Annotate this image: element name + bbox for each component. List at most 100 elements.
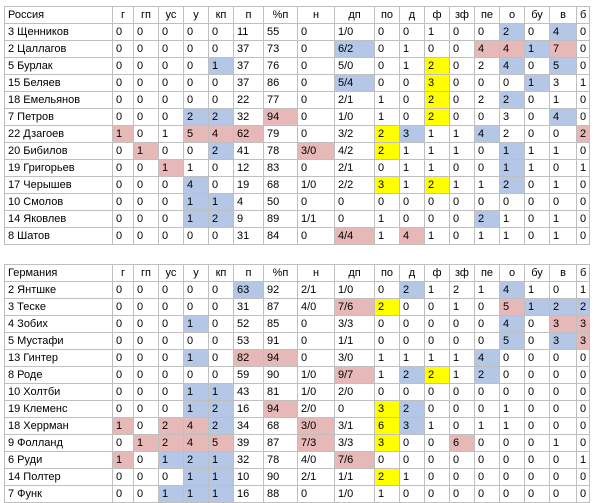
stat-cell[interactable]: 4: [399, 227, 425, 245]
stat-cell[interactable]: 0: [158, 281, 184, 299]
stat-cell[interactable]: 0: [549, 125, 577, 143]
column-header[interactable]: %п: [263, 264, 298, 282]
stat-cell[interactable]: 32: [233, 451, 264, 469]
stat-cell[interactable]: 0: [133, 176, 159, 194]
stat-cell[interactable]: 3: [374, 176, 400, 194]
stat-cell[interactable]: 1: [424, 23, 450, 41]
stat-cell[interactable]: 0: [524, 434, 550, 452]
stat-cell[interactable]: 0: [474, 485, 500, 503]
stat-cell[interactable]: 4: [499, 315, 525, 333]
column-header[interactable]: кп: [208, 264, 234, 282]
stat-cell[interactable]: 0: [208, 315, 234, 333]
stat-cell[interactable]: 0: [399, 332, 425, 350]
stat-cell[interactable]: 0: [297, 57, 335, 75]
stat-cell[interactable]: 1: [424, 417, 450, 435]
stat-cell[interactable]: 2/0: [334, 383, 375, 401]
stat-cell[interactable]: 0: [133, 400, 159, 418]
stat-cell[interactable]: 0: [399, 193, 425, 211]
stat-cell[interactable]: 2: [399, 400, 425, 418]
stat-cell[interactable]: 2: [158, 434, 184, 452]
stat-cell[interactable]: 0: [474, 23, 500, 41]
stat-cell[interactable]: 1/0: [334, 108, 375, 126]
stat-cell[interactable]: 1: [524, 298, 550, 316]
stat-cell[interactable]: 1: [183, 383, 209, 401]
stat-cell[interactable]: 3: [575, 315, 591, 333]
stat-cell[interactable]: 4: [183, 434, 209, 452]
stat-cell[interactable]: 0: [158, 400, 184, 418]
stat-cell[interactable]: 1: [183, 210, 209, 228]
stat-cell[interactable]: 1: [158, 125, 184, 143]
stat-cell[interactable]: 0: [449, 315, 475, 333]
stat-cell[interactable]: 0: [474, 159, 500, 177]
stat-cell[interactable]: 0: [158, 227, 184, 245]
stat-cell[interactable]: 1/0: [297, 176, 335, 194]
player-name-cell[interactable]: 6 Руди: [4, 451, 113, 469]
stat-cell[interactable]: 0: [575, 383, 591, 401]
stat-cell[interactable]: 0: [112, 210, 134, 228]
stat-cell[interactable]: 1: [424, 349, 450, 367]
stat-cell[interactable]: 68: [263, 417, 298, 435]
column-header[interactable]: б: [575, 6, 591, 24]
stat-cell[interactable]: 2: [374, 125, 400, 143]
stat-cell[interactable]: 4: [183, 417, 209, 435]
stat-cell[interactable]: 0: [208, 298, 234, 316]
stat-cell[interactable]: 0: [112, 315, 134, 333]
stat-cell[interactable]: 53: [233, 332, 264, 350]
stat-cell[interactable]: 63: [233, 281, 264, 299]
stat-cell[interactable]: 1: [499, 417, 525, 435]
stat-cell[interactable]: 2: [208, 142, 234, 160]
column-header[interactable]: д: [399, 264, 425, 282]
stat-cell[interactable]: 1: [524, 159, 550, 177]
stat-cell[interactable]: 1: [374, 349, 400, 367]
stat-cell[interactable]: 84: [263, 227, 298, 245]
column-header[interactable]: о: [499, 6, 525, 24]
stat-cell[interactable]: 3: [374, 400, 400, 418]
stat-cell[interactable]: 1: [499, 227, 525, 245]
stat-cell[interactable]: 0: [424, 210, 450, 228]
stat-cell[interactable]: 1: [183, 315, 209, 333]
stat-cell[interactable]: 1: [499, 159, 525, 177]
stat-cell[interactable]: 0: [158, 315, 184, 333]
column-header[interactable]: ф: [424, 6, 450, 24]
stat-cell[interactable]: 0: [112, 74, 134, 92]
stat-cell[interactable]: 0: [158, 74, 184, 92]
stat-cell[interactable]: 90: [263, 468, 298, 486]
stat-cell[interactable]: 0: [133, 332, 159, 350]
stat-cell[interactable]: 0: [575, 227, 591, 245]
stat-cell[interactable]: 1/0: [334, 485, 375, 503]
column-header[interactable]: дп: [334, 264, 375, 282]
stat-cell[interactable]: 0: [208, 91, 234, 109]
stat-cell[interactable]: 0: [424, 485, 450, 503]
stat-cell[interactable]: 0: [549, 366, 577, 384]
column-header[interactable]: у: [183, 6, 209, 24]
stat-cell[interactable]: 4: [233, 193, 264, 211]
stat-cell[interactable]: 3/3: [334, 434, 375, 452]
stat-cell[interactable]: 2: [399, 366, 425, 384]
stat-cell[interactable]: 0: [183, 23, 209, 41]
stat-cell[interactable]: 1: [449, 366, 475, 384]
stat-cell[interactable]: 0: [575, 417, 591, 435]
stat-cell[interactable]: 0: [158, 176, 184, 194]
stat-cell[interactable]: 41: [233, 142, 264, 160]
player-name-cell[interactable]: 17 Черышев: [4, 176, 113, 194]
stat-cell[interactable]: 2: [183, 108, 209, 126]
stat-cell[interactable]: 1: [112, 125, 134, 143]
stat-cell[interactable]: 1: [549, 142, 577, 160]
stat-cell[interactable]: 0: [374, 315, 400, 333]
stat-cell[interactable]: 0: [424, 298, 450, 316]
stat-cell[interactable]: 0: [374, 383, 400, 401]
column-header[interactable]: в: [549, 6, 577, 24]
stat-cell[interactable]: 1: [158, 451, 184, 469]
stat-cell[interactable]: 0: [133, 125, 159, 143]
stat-cell[interactable]: 0: [297, 332, 335, 350]
stat-cell[interactable]: 0: [575, 91, 591, 109]
stat-cell[interactable]: 2: [208, 417, 234, 435]
stat-cell[interactable]: 0: [474, 193, 500, 211]
stat-cell[interactable]: 0: [183, 332, 209, 350]
stat-cell[interactable]: 0: [524, 400, 550, 418]
stat-cell[interactable]: 0: [208, 23, 234, 41]
player-name-cell[interactable]: 18 Херрман: [4, 417, 113, 435]
stat-cell[interactable]: 0: [297, 23, 335, 41]
stat-cell[interactable]: 7/6: [334, 298, 375, 316]
stat-cell[interactable]: 1: [374, 485, 400, 503]
